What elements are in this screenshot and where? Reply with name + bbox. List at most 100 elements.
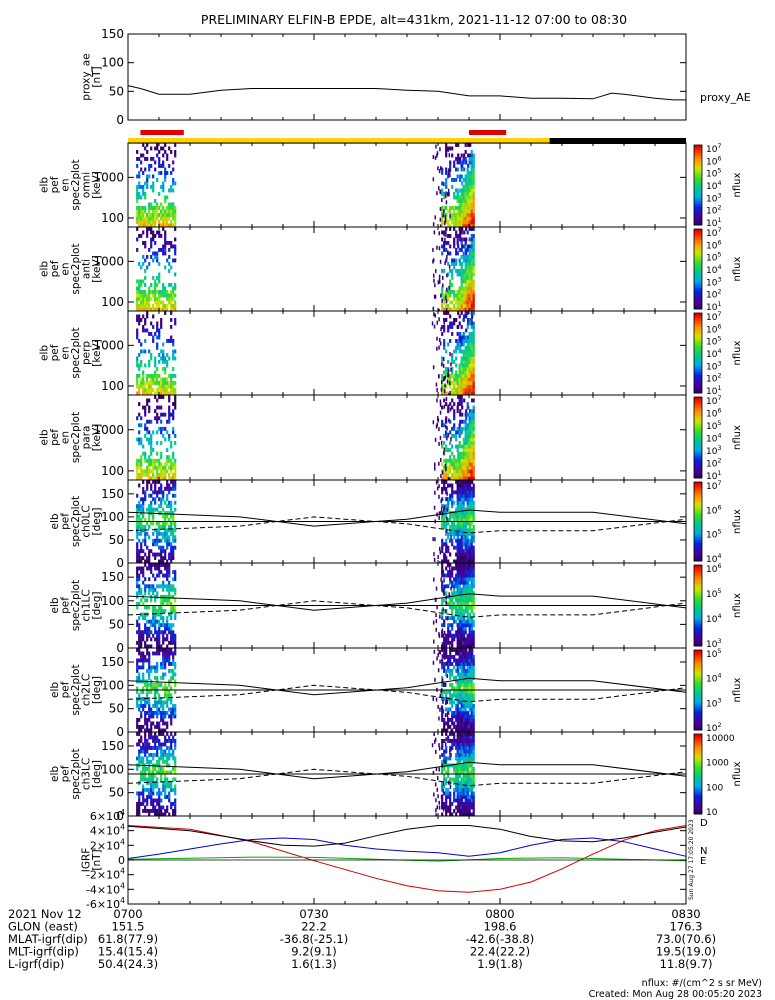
pixel xyxy=(170,241,173,245)
pixel xyxy=(466,412,469,417)
pixel xyxy=(166,480,169,484)
pixel xyxy=(136,192,139,196)
pixel xyxy=(150,353,153,357)
pixel xyxy=(464,458,467,463)
speck xyxy=(440,166,442,171)
pixel xyxy=(162,616,165,620)
pixel xyxy=(462,711,465,715)
pixel xyxy=(462,223,465,227)
speck xyxy=(442,283,444,288)
pixel xyxy=(456,616,459,620)
pixel xyxy=(468,700,471,705)
pixel xyxy=(460,304,463,308)
pixel xyxy=(458,609,461,613)
pixel xyxy=(456,525,459,529)
pixel xyxy=(457,402,460,406)
speck xyxy=(433,278,435,283)
pixel xyxy=(472,718,475,722)
pixel xyxy=(172,293,175,298)
pixel xyxy=(158,290,161,294)
pixel xyxy=(441,658,444,663)
pixel xyxy=(455,707,458,712)
pixel xyxy=(453,637,456,642)
pixel xyxy=(142,370,145,375)
colorbar-frame xyxy=(693,144,703,226)
pixel xyxy=(464,181,467,186)
pixel xyxy=(164,683,167,687)
y-axis-label-line: [nT] xyxy=(91,66,103,87)
pixel xyxy=(458,542,461,547)
colorbar-swatch xyxy=(694,442,702,447)
pixel xyxy=(445,241,448,245)
pixel xyxy=(150,377,153,382)
colorbar-swatch xyxy=(694,426,702,430)
speck xyxy=(441,470,444,475)
speck xyxy=(447,477,450,480)
pixel xyxy=(458,476,461,480)
pixel xyxy=(456,332,459,336)
pixel xyxy=(443,307,446,311)
pixel xyxy=(144,626,147,631)
pixel xyxy=(456,630,459,635)
pixel xyxy=(162,388,165,392)
pixel xyxy=(148,398,151,403)
pixel xyxy=(162,377,165,382)
pixel xyxy=(162,356,165,361)
pixel xyxy=(174,356,177,361)
pixel xyxy=(472,441,475,445)
pixel xyxy=(447,325,450,329)
pixel xyxy=(460,587,463,592)
pixel xyxy=(472,549,475,554)
y-axis-label-line: ch0LC xyxy=(81,505,93,537)
pixel xyxy=(144,455,147,460)
pixel xyxy=(464,311,467,315)
pixel xyxy=(136,307,139,311)
pixel xyxy=(138,363,141,368)
pixel xyxy=(164,412,167,417)
pixel xyxy=(464,434,467,438)
pixel xyxy=(462,549,465,554)
pixel xyxy=(140,416,143,421)
pixel xyxy=(164,216,167,221)
pixel xyxy=(451,711,454,715)
pixel xyxy=(136,213,139,217)
pixel xyxy=(449,525,452,529)
pixel xyxy=(462,480,465,484)
pixel xyxy=(470,728,473,732)
pixel xyxy=(158,570,161,574)
pixel xyxy=(156,367,159,371)
pixel xyxy=(154,360,157,364)
pixel xyxy=(150,223,153,227)
pixel xyxy=(154,542,157,547)
pixel xyxy=(174,153,177,158)
pixel xyxy=(445,318,448,322)
pixel xyxy=(164,388,167,392)
pixel xyxy=(136,356,139,361)
pixel xyxy=(443,297,446,301)
pixel xyxy=(170,531,173,536)
pixel xyxy=(466,276,469,280)
pixel xyxy=(468,206,471,210)
pixel xyxy=(166,216,169,221)
pixel xyxy=(445,434,448,438)
pixel xyxy=(441,171,444,175)
pixel xyxy=(146,402,149,406)
pixel xyxy=(443,241,446,245)
pixel xyxy=(460,504,463,509)
pixel xyxy=(441,573,444,578)
pixel xyxy=(462,202,465,207)
pixel xyxy=(160,321,163,326)
speck xyxy=(448,393,450,395)
pixel xyxy=(464,276,467,280)
pixel xyxy=(463,655,466,659)
pixel xyxy=(460,725,463,729)
pixel xyxy=(160,612,163,617)
pixel xyxy=(136,286,139,291)
speck xyxy=(443,553,445,558)
pixel xyxy=(140,566,143,571)
pixel xyxy=(152,633,155,638)
pixel xyxy=(164,230,167,235)
pixel xyxy=(138,704,141,708)
pixel xyxy=(451,525,454,529)
pixel xyxy=(472,419,475,424)
